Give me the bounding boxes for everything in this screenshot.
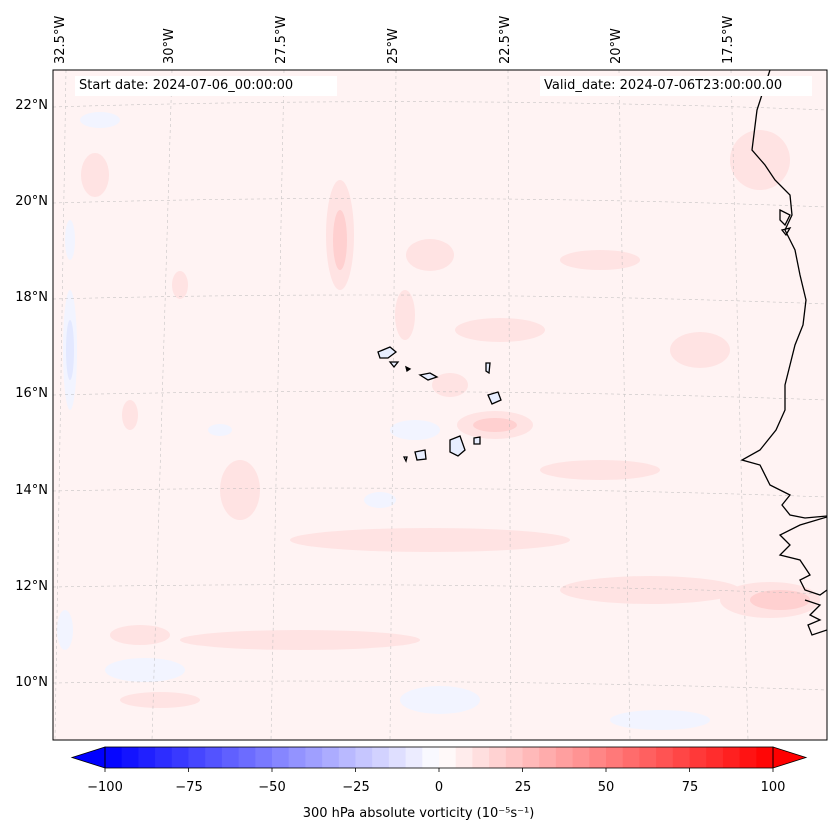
colorbar-tick-75: 75 [681,780,699,795]
start-date-label: Start date: 2024-07-06_00:00:00 [75,76,337,96]
colorbar-segment [555,747,574,768]
colorbar-tick-minus-25: −25 [342,780,370,795]
colorbar-segment [272,747,290,768]
colorbar-segment [706,747,724,768]
colorbar-segment [288,747,306,768]
colorbar-segment [422,747,440,768]
colorbar-segment [522,747,540,768]
colorbar-segment [238,747,256,768]
colorbar-tick-100: 100 [760,780,786,795]
cape-verde-islands [377,346,502,463]
colorbar-segment [439,747,457,768]
colorbar-segment [205,747,223,768]
colorbar-segment [589,747,607,768]
colorbar-segment [255,747,273,768]
lat-label-12n: 12°N [15,579,48,594]
colorbar-segment [722,747,741,768]
lon-label-17-5w: 17.5°W [721,15,736,64]
colorbar-segment [739,747,757,768]
colorbar-segment [388,747,407,768]
lat-label-10n: 10°N [15,675,48,690]
colorbar-segment [372,747,390,768]
colorbar-segment [221,747,240,768]
colorbar-tick-25: 25 [514,780,532,795]
colorbar-segment [405,747,423,768]
lon-label-25w: 25°W [386,28,401,64]
colorbar-segment [622,747,640,768]
colorbar-segment [689,747,707,768]
colorbar-label: 300 hPa absolute vorticity (10⁻⁵s⁻¹) [302,806,535,821]
colorbar-segment [505,747,523,768]
colorbar-extend-high [772,746,808,769]
lat-label-20n: 20°N [15,194,48,209]
colorbar-extend-low [70,746,106,769]
colorbar-segment [188,747,206,768]
lon-label-30w: 30°W [162,28,177,64]
lat-label-14n: 14°N [15,483,48,498]
lat-label-16n: 16°N [15,386,48,401]
colorbar [70,746,808,772]
colorbar-tick-minus-100: −100 [87,780,123,795]
colorbar-segment [656,747,674,768]
lat-label-18n: 18°N [15,290,48,305]
colorbar-segment [155,747,173,768]
colorbar-segment [539,747,557,768]
colorbar-segment [322,747,340,768]
vorticity-field [53,70,827,740]
coastline [740,70,827,636]
colorbar-segment [338,747,356,768]
colorbar-tick-minus-75: −75 [175,780,203,795]
colorbar-segment [305,747,323,768]
lat-label-22n: 22°N [15,98,48,113]
colorbar-tick-50: 50 [597,780,615,795]
colorbar-segment [572,747,590,768]
colorbar-segment [138,747,156,768]
colorbar-segment [672,747,690,768]
lon-label-27-5w: 27.5°W [274,15,289,64]
colorbar-segment [455,747,473,768]
colorbar-tick-0: 0 [434,780,444,795]
colorbar-segment [355,747,373,768]
valid-date-label: Valid_date: 2024-07-06T23:00:00.00 [540,76,812,96]
colorbar-segment [171,747,189,768]
colorbar-segment [606,747,624,768]
colorbar-segment [121,747,139,768]
colorbar-segment [489,747,507,768]
colorbar-tick-minus-50: −50 [258,780,286,795]
lon-label-32-5w: 32.5°W [53,15,68,64]
colorbar-segment [105,747,123,768]
lon-label-20w: 20°W [609,28,624,64]
colorbar-segment [472,747,490,768]
lon-label-22-5w: 22.5°W [498,15,513,64]
colorbar-segment [639,747,657,768]
colorbar-segment [756,747,774,768]
